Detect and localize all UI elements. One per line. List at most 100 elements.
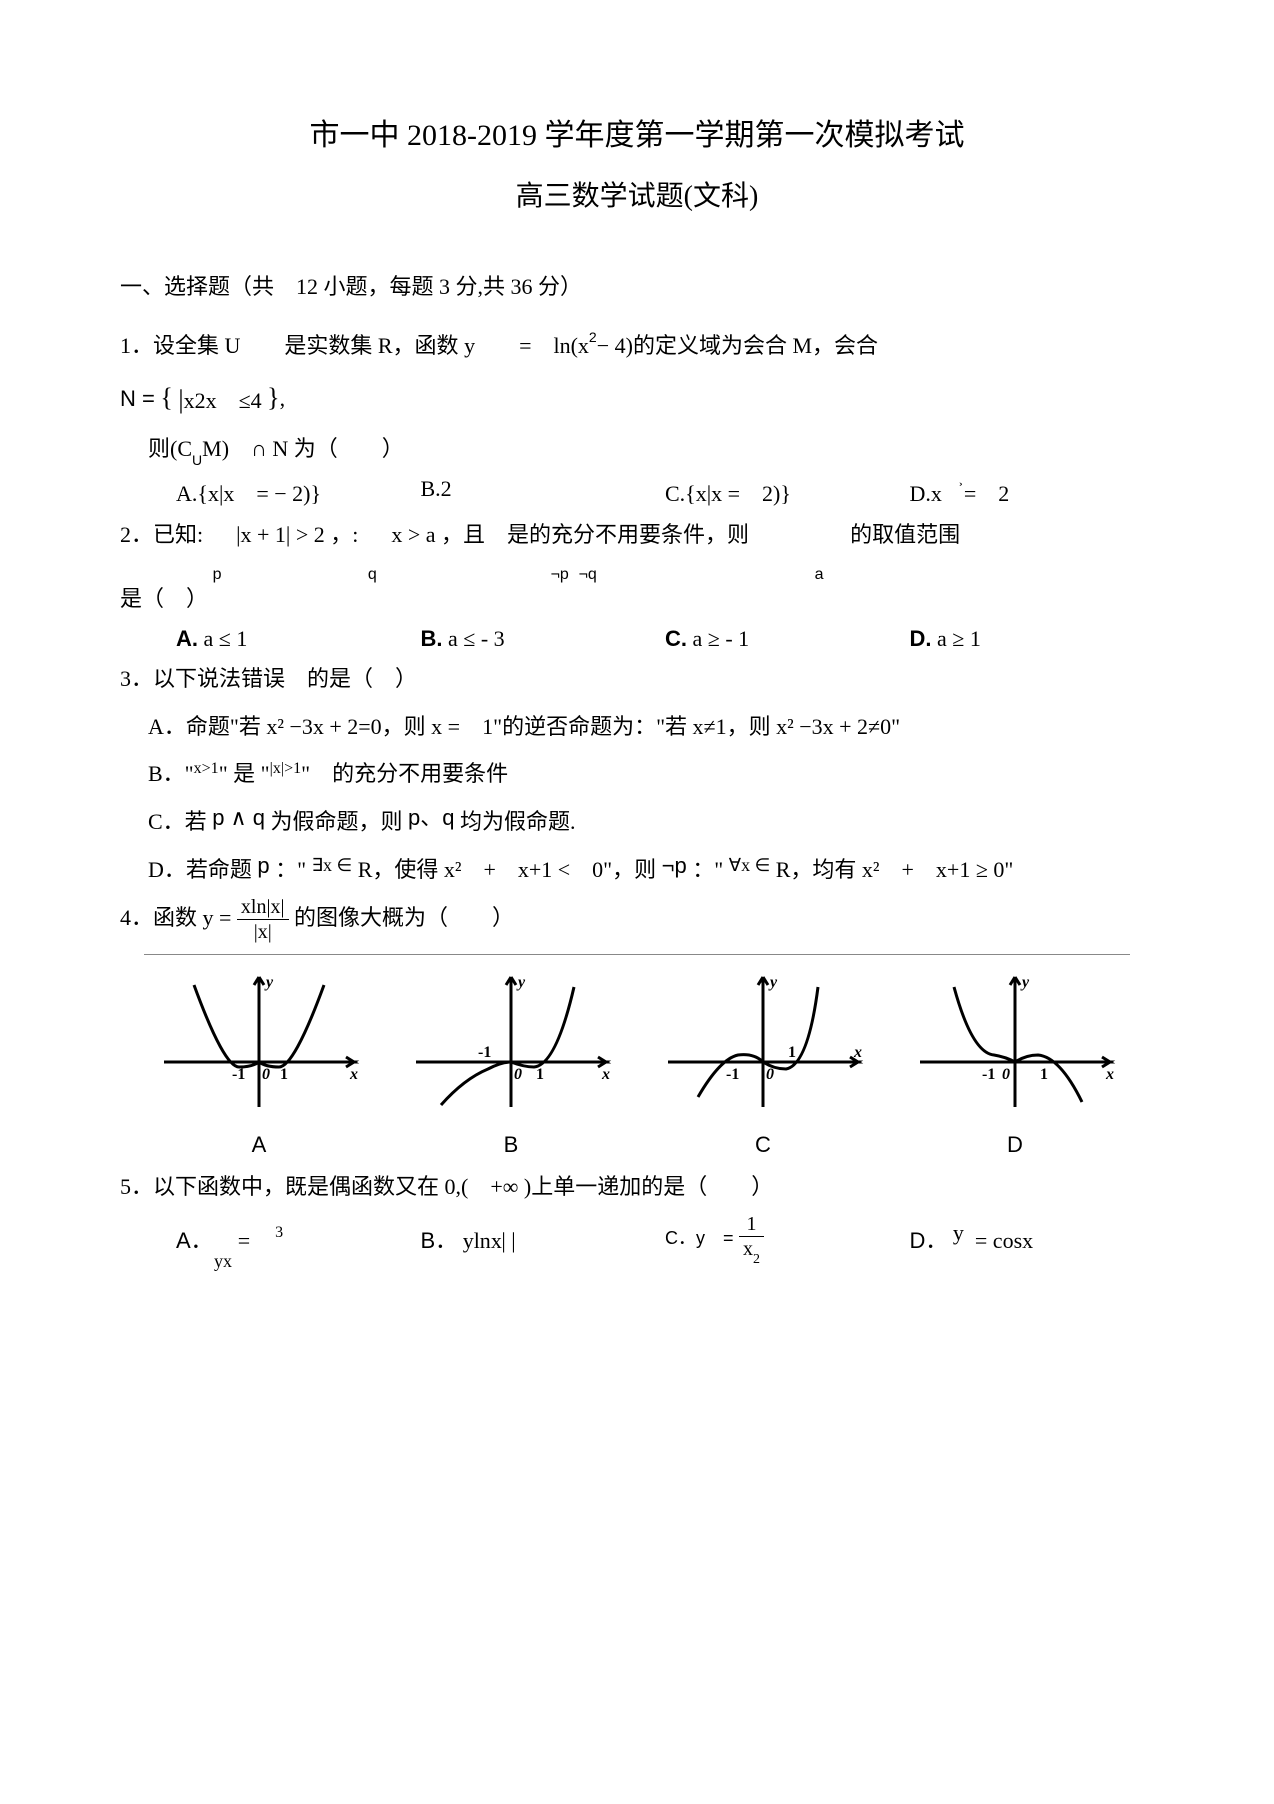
q2-a: a bbox=[815, 560, 824, 590]
q1-optA: A.{x|x = − 2)} bbox=[176, 476, 421, 508]
q5-D-math: = cosx bbox=[969, 1228, 1033, 1253]
chart-B-svg: -1 0 1 y x bbox=[406, 967, 616, 1117]
q2-expr-q: x > a bbox=[391, 522, 435, 547]
q5-optA: A． = 3 yx bbox=[176, 1223, 421, 1255]
q5-D-label: D． bbox=[910, 1228, 948, 1253]
svg-text:y: y bbox=[516, 974, 526, 991]
q5-C-num: 1 bbox=[739, 1214, 764, 1237]
section-heading: 一、选择题（共 12 小题，每题 3 分,共 36 分） bbox=[120, 269, 1154, 301]
q5-D-y: y bbox=[953, 1220, 964, 1245]
q2-p: p bbox=[213, 560, 222, 590]
q3-D-g: ：" bbox=[692, 857, 723, 882]
q5-C-label: C．y = bbox=[665, 1228, 734, 1248]
q2-optD: D. a ≥ 1 bbox=[910, 626, 1155, 652]
q1-rest: M) ∩ N 为（ ） bbox=[202, 436, 404, 461]
chart-D: -1 0 1 y x bbox=[900, 967, 1130, 1122]
q2-D-math: a ≥ 1 bbox=[937, 626, 981, 651]
chart-A-svg: -1 0 1 y x bbox=[154, 967, 364, 1117]
q1-set-expr: x2x ≤4 bbox=[184, 388, 262, 413]
q3-D: D．若命题 p ：" ∃x ∈ R，使得 x² + x+1 < 0"，则 ¬p … bbox=[120, 849, 1154, 891]
chart-label-D: D bbox=[900, 1132, 1130, 1158]
q1-stem-b: − 4)的定义域为会合 M，会合 bbox=[597, 333, 878, 358]
chart-label-C: C bbox=[648, 1132, 878, 1158]
q2-line2: 是（ ） bbox=[120, 578, 1154, 620]
q2-optC: C. a ≥ - 1 bbox=[665, 626, 910, 652]
svg-text:0: 0 bbox=[514, 1066, 522, 1083]
svg-text:1: 1 bbox=[280, 1066, 288, 1083]
q2-q: q bbox=[368, 560, 377, 590]
exam-page: 市一中 2018-2019 学年度第一学期第一次模拟考试 高三数学试题(文科) … bbox=[0, 0, 1274, 1804]
chart-B: -1 0 1 y x bbox=[396, 967, 626, 1122]
q2-end: 的取值范围 bbox=[850, 522, 960, 547]
chart-D-svg: -1 0 1 y x bbox=[910, 967, 1120, 1117]
q1-stem-a: 1．设全集 U 是实数集 R，函数 y = ln(x bbox=[120, 333, 589, 358]
section-text: 一、选择题（共 12 小题，每题 3 分,共 36 分） bbox=[120, 274, 582, 299]
svg-text:y: y bbox=[1020, 974, 1030, 991]
q2-np: ¬p bbox=[551, 560, 569, 590]
q3-B-b: x>1 bbox=[194, 760, 219, 777]
q2-A-math: a ≤ 1 bbox=[204, 626, 248, 651]
q2-stem-a: 2．已知: bbox=[120, 522, 203, 547]
q3-D-e: R，使得 x² + x+1 < 0"，则 bbox=[358, 857, 656, 882]
svg-text:-1: -1 bbox=[478, 1044, 491, 1061]
q3-C-b: p ∧ q bbox=[212, 805, 265, 830]
q3-B-d: |x|>1 bbox=[270, 760, 301, 777]
q5-A-eq: = bbox=[238, 1228, 250, 1253]
q3-B-a: B．" bbox=[148, 761, 194, 786]
q4-stem-a: 4．函数 y = bbox=[120, 905, 231, 930]
q2-mid: ，且 是的充分不用要条件，则 bbox=[441, 522, 749, 547]
chart-label-A: A bbox=[144, 1132, 374, 1158]
sup-2: 2 bbox=[589, 329, 597, 345]
q3-C-c: 为假命题，则 bbox=[271, 809, 403, 834]
q5-A-label: A． bbox=[176, 1228, 213, 1253]
svg-text:y: y bbox=[264, 974, 274, 991]
left-brace: { bbox=[160, 383, 172, 412]
q4-num: xln|x| bbox=[237, 897, 289, 920]
question-2: 2．已知: p |x + 1| > 2 ，: q x > a ，且 是的充分不用… bbox=[120, 514, 1154, 556]
q5-optC: C．y = 1 x2 bbox=[665, 1214, 910, 1264]
q1-optB: B.2 bbox=[421, 476, 666, 508]
svg-text:0: 0 bbox=[766, 1066, 774, 1083]
q5-optB: B． ylnx | | bbox=[421, 1223, 666, 1255]
chart-label-B: B bbox=[396, 1132, 626, 1158]
q2-B-label: B. bbox=[421, 626, 443, 651]
q2-C-label: C. bbox=[665, 626, 687, 651]
chart-A: -1 0 1 y x bbox=[144, 967, 374, 1122]
q1-optC: C.{x|x = 2)} bbox=[665, 476, 910, 508]
q1-then: 则(C bbox=[148, 436, 192, 461]
q3-B-e: " 的充分不用要条件 bbox=[301, 761, 508, 786]
svg-text:0: 0 bbox=[1002, 1066, 1010, 1083]
q3-D-c: ：" bbox=[275, 857, 306, 882]
q1-line2: N = { |x2x ≤4 }, bbox=[120, 373, 1154, 422]
q2-expr-p: |x + 1| > 2 bbox=[236, 522, 325, 547]
q3-B: B．"x>1" 是 "|x|>1" 的充分不用要条件 bbox=[120, 753, 1154, 795]
svg-text:y: y bbox=[768, 974, 778, 991]
q1-line3: 则(CUM) ∩ N 为（ ） bbox=[120, 428, 1154, 470]
q2-options: A. a ≤ 1 B. a ≤ - 3 C. a ≥ - 1 D. a ≥ 1 bbox=[120, 626, 1154, 652]
q4-fraction: xln|x| |x| bbox=[237, 897, 289, 942]
chart-row: -1 0 1 y x -1 0 1 bbox=[144, 954, 1130, 1122]
q3-C-e: 均为假命题. bbox=[460, 809, 576, 834]
q4-den: |x| bbox=[237, 920, 289, 942]
q5-A-yx: yx bbox=[214, 1251, 232, 1272]
question-3: 3．以下说法错误 的是（ ） bbox=[120, 658, 1154, 700]
chart-C-svg: -1 0 1 y x bbox=[658, 967, 868, 1117]
q4-stem-b: 的图像大概为（ ） bbox=[294, 905, 514, 930]
q2-comma1: ，: bbox=[330, 522, 358, 547]
q3-D-h: ∀x ∈ bbox=[729, 855, 771, 875]
svg-text:-1: -1 bbox=[232, 1066, 245, 1083]
q1-N-eq: N = bbox=[120, 386, 155, 411]
q3-D-d: ∃x ∈ bbox=[312, 855, 353, 875]
q3-B-c: " 是 " bbox=[219, 761, 270, 786]
question-1: 1．设全集 U 是实数集 R，函数 y = ln(x2− 4)的定义域为会合 M… bbox=[120, 325, 1154, 367]
q2-C-math: a ≥ - 1 bbox=[693, 626, 750, 651]
q5-options: A． = 3 yx B． ylnx | | C．y = 1 x2 D． y = … bbox=[120, 1214, 1154, 1264]
q3-D-b: p bbox=[257, 853, 269, 878]
q1-set-body: |x2x ≤4 bbox=[178, 388, 267, 413]
q5-B-math: ylnx | | bbox=[463, 1228, 516, 1253]
q3-C-d: p、q bbox=[408, 805, 454, 830]
q2-optB: B. a ≤ - 3 bbox=[421, 626, 666, 652]
q5-optD: D． y = cosx bbox=[910, 1223, 1155, 1255]
svg-text:1: 1 bbox=[788, 1044, 796, 1061]
page-title: 市一中 2018-2019 学年度第一学期第一次模拟考试 bbox=[120, 110, 1154, 154]
